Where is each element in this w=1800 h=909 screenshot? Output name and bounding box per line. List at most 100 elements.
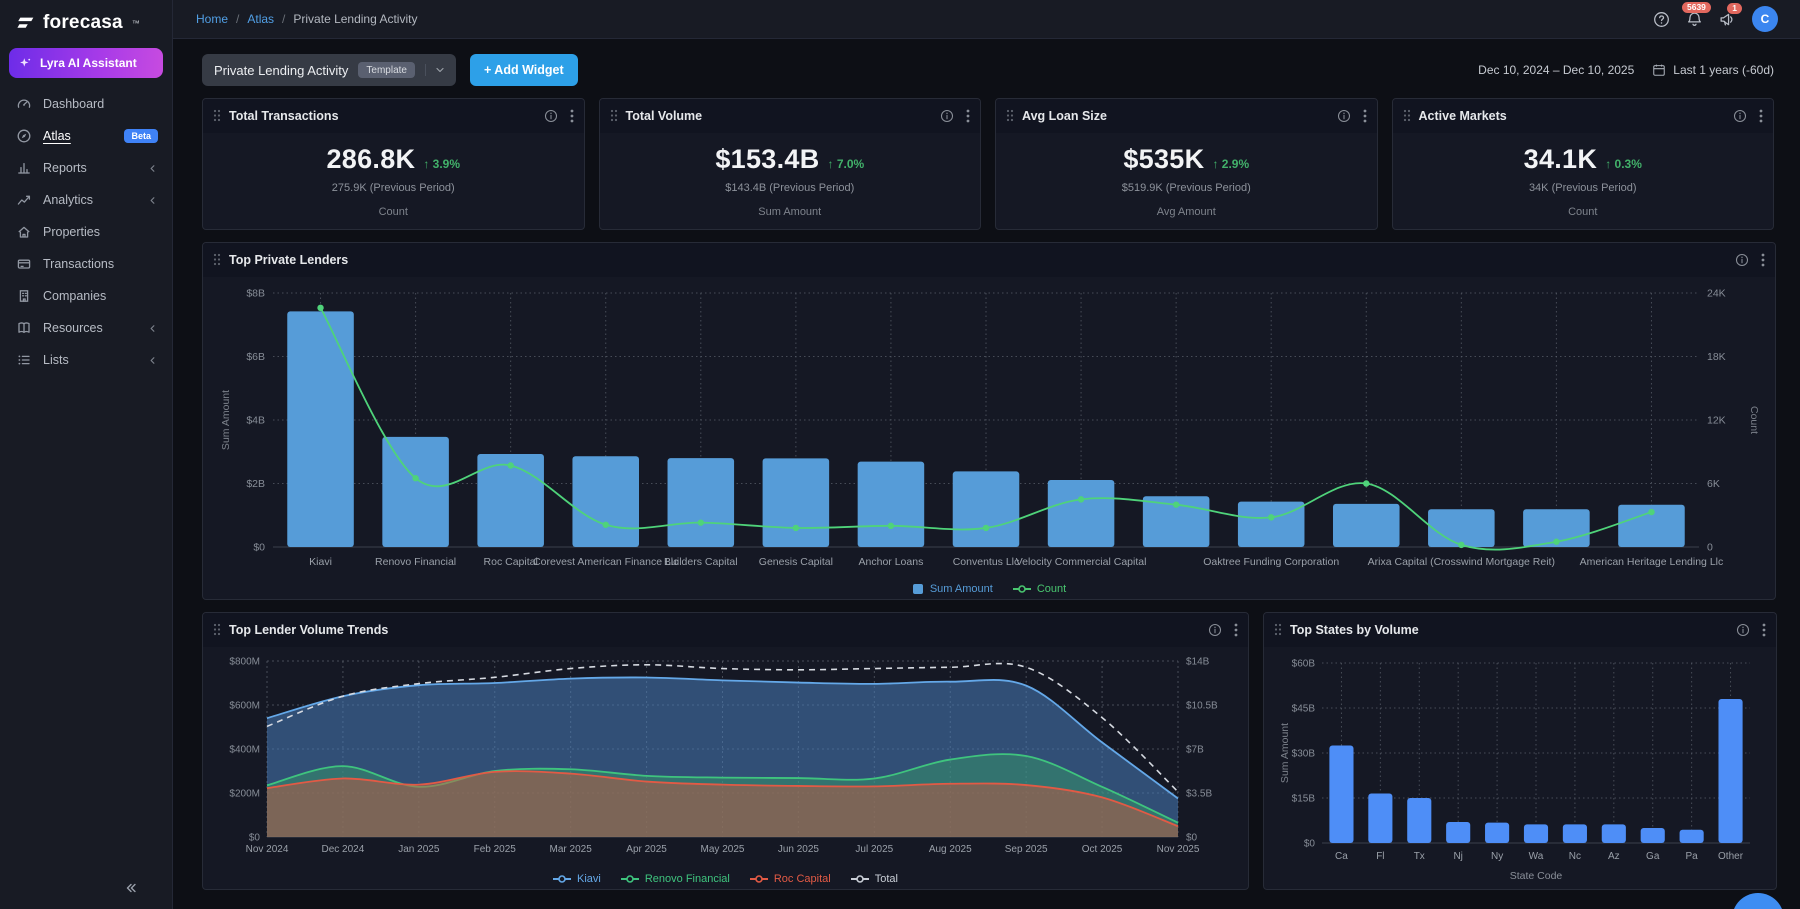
volume-trends-chart: $800M$600M$400M$200M$0$14B$10.5B$7B$3.5B… [203, 647, 1248, 871]
legend-item-kiavi[interactable]: Kiavi [553, 873, 601, 885]
sidebar-item-dashboard[interactable]: Dashboard [0, 88, 172, 120]
svg-text:Oct 2025: Oct 2025 [1082, 844, 1123, 855]
legend-item-sum-amount[interactable]: Sum Amount [912, 583, 993, 595]
kpi-previous-period: 34K (Previous Period) [1529, 182, 1637, 194]
legend-item-renovo-financial[interactable]: Renovo Financial [621, 873, 730, 885]
kebab-menu-icon[interactable] [1759, 109, 1763, 123]
sidebar-item-analytics[interactable]: Analytics [0, 184, 172, 216]
breadcrumb-atlas[interactable]: Atlas [247, 12, 274, 26]
sidebar-item-resources[interactable]: Resources [0, 312, 172, 344]
info-icon[interactable] [1735, 253, 1749, 267]
sidebar-collapse-button[interactable] [118, 875, 144, 901]
svg-text:$600M: $600M [229, 701, 260, 712]
board-select[interactable]: Private Lending Activity Template [202, 54, 456, 86]
breadcrumb-home[interactable]: Home [196, 12, 228, 26]
chevron-down-icon [425, 64, 446, 76]
lyra-ai-assistant-button[interactable]: Lyra AI Assistant [9, 48, 163, 78]
svg-text:6K: 6K [1707, 478, 1720, 490]
companies-icon [16, 288, 32, 304]
svg-text:Anchor Loans: Anchor Loans [859, 556, 924, 568]
bar-genesis-capital [763, 458, 830, 547]
drag-handle-icon[interactable] [610, 109, 618, 122]
svg-text:$45B: $45B [1292, 704, 1316, 715]
drag-handle-icon[interactable] [1403, 109, 1411, 122]
info-icon[interactable] [544, 109, 558, 123]
svg-text:$15B: $15B [1292, 794, 1316, 805]
legend-marker-icon [750, 874, 768, 884]
bar-ca [1329, 746, 1353, 844]
sidebar-item-transactions[interactable]: Transactions [0, 248, 172, 280]
drag-handle-icon[interactable] [1274, 623, 1282, 636]
announcements-icon[interactable]: 1 [1719, 11, 1736, 28]
svg-text:Conventus Llc: Conventus Llc [953, 556, 1020, 568]
svg-text:Ga: Ga [1646, 851, 1660, 862]
card-header: Top Lender Volume Trends [203, 613, 1248, 647]
drag-handle-icon[interactable] [213, 623, 221, 636]
sidebar-item-companies[interactable]: Companies [0, 280, 172, 312]
svg-text:Oaktree Funding Corporation: Oaktree Funding Corporation [1203, 556, 1339, 568]
kpi-delta: ↑ 3.9% [423, 157, 460, 171]
svg-text:18K: 18K [1707, 351, 1726, 363]
svg-text:Jul 2025: Jul 2025 [855, 844, 893, 855]
legend-item-total[interactable]: Total [851, 873, 898, 885]
announce-badge: 1 [1727, 3, 1742, 15]
kpi-value: 286.8K [326, 144, 415, 175]
kebab-menu-icon[interactable] [570, 109, 574, 123]
legend-item-count[interactable]: Count [1013, 583, 1066, 595]
bar-velocity-commercial-capital [1048, 480, 1115, 547]
kpi-title: Total Transactions [229, 109, 339, 123]
bar-wa [1524, 824, 1548, 843]
kebab-menu-icon[interactable] [1762, 623, 1766, 637]
kebab-menu-icon[interactable] [1234, 623, 1238, 637]
kpi-previous-period: $143.4B (Previous Period) [725, 182, 854, 194]
bar-fl [1368, 794, 1392, 844]
kpi-metric-label: Avg Amount [1157, 206, 1216, 218]
drag-handle-icon[interactable] [213, 253, 221, 266]
svg-text:0: 0 [1707, 542, 1713, 554]
svg-text:Az: Az [1608, 851, 1620, 862]
drag-handle-icon[interactable] [213, 109, 221, 122]
svg-text:Nj: Nj [1453, 851, 1462, 862]
sidebar-item-atlas[interactable]: AtlasBeta [0, 120, 172, 152]
dashboard-icon [16, 96, 32, 112]
add-widget-button[interactable]: + Add Widget [470, 54, 578, 86]
top-lender-volume-trends-card: Top Lender Volume Trends $800M$600M$400M… [202, 612, 1249, 890]
kebab-menu-icon[interactable] [1363, 109, 1367, 123]
kebab-menu-icon[interactable] [966, 109, 970, 123]
kpi-title: Total Volume [626, 109, 703, 123]
kebab-menu-icon[interactable] [1761, 253, 1765, 267]
sidebar-item-reports[interactable]: Reports [0, 152, 172, 184]
kpi-title: Active Markets [1419, 109, 1507, 123]
svg-text:$6B: $6B [246, 351, 265, 363]
period-selector[interactable]: Last 1 years (-60d) [1652, 63, 1774, 77]
kpi-value: $153.4B [715, 144, 819, 175]
user-avatar[interactable]: C [1752, 6, 1778, 32]
drag-handle-icon[interactable] [1006, 109, 1014, 122]
kpi-card-total-volume: Total Volume $153.4B ↑ 7.0% $143.4B (Previo… [599, 98, 982, 230]
info-icon[interactable] [1736, 623, 1750, 637]
svg-text:$200M: $200M [229, 789, 260, 800]
svg-text:State Code: State Code [1510, 870, 1563, 882]
info-icon[interactable] [1208, 623, 1222, 637]
svg-text:Roc Capital: Roc Capital [484, 556, 538, 568]
info-icon[interactable] [1337, 109, 1351, 123]
lists-icon [16, 352, 32, 368]
info-icon[interactable] [1733, 109, 1747, 123]
chevron-left-icon [147, 355, 158, 366]
notifications-bell-icon[interactable]: 5639 [1686, 11, 1703, 28]
breadcrumb-separator: / [236, 12, 239, 26]
bar-nc [1563, 824, 1587, 843]
help-icon[interactable] [1653, 11, 1670, 28]
bottom-row: Top Lender Volume Trends $800M$600M$400M… [202, 612, 1774, 890]
sidebar-item-properties[interactable]: Properties [0, 216, 172, 248]
kpi-delta: ↑ 2.9% [1212, 157, 1249, 171]
legend-marker-icon [553, 874, 571, 884]
kpi-body: $153.4B↑ 7.0%$143.4B (Previous Period)Su… [600, 133, 981, 229]
sidebar-item-lists[interactable]: Lists [0, 344, 172, 376]
info-icon[interactable] [940, 109, 954, 123]
chat-fab-button[interactable] [1732, 893, 1784, 909]
legend-item-roc-capital[interactable]: Roc Capital [750, 873, 831, 885]
kpi-delta: ↑ 7.0% [828, 157, 865, 171]
forecasa-logo[interactable]: forecasa™ [0, 0, 172, 44]
bar-anchor-loans [858, 462, 925, 547]
